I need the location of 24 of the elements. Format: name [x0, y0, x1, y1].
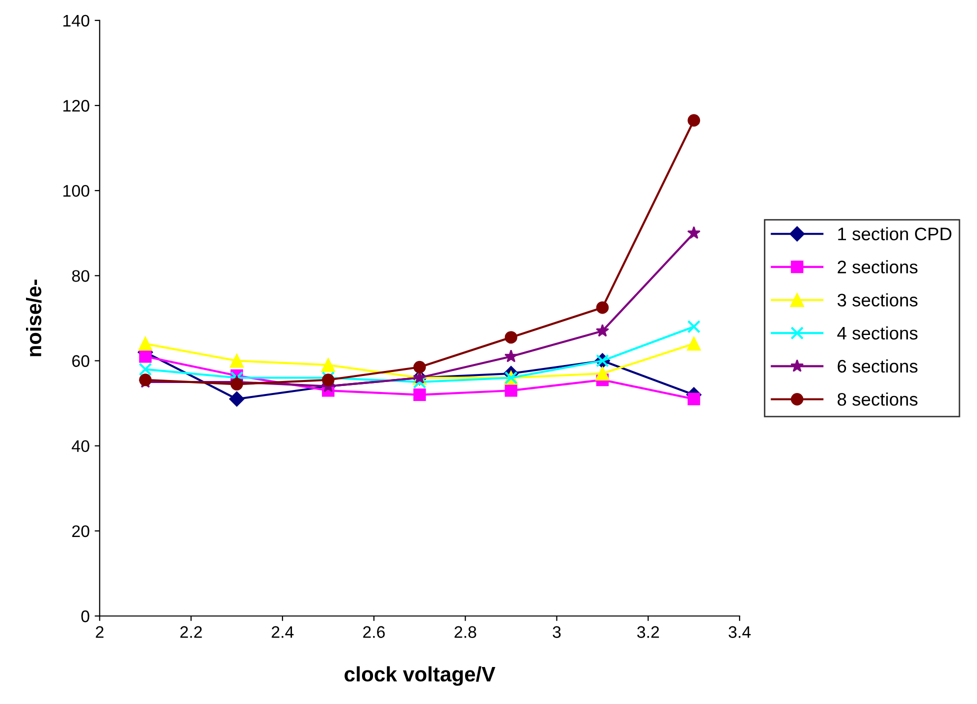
x-tick-label: 3.2	[637, 626, 659, 638]
y-tick-label: 60	[72, 355, 90, 367]
legend-label: 6 sections	[838, 359, 918, 373]
y-axis-title: noise/e-	[26, 280, 42, 356]
legend-label: 8 sections	[838, 392, 918, 406]
x-tick-label: 3.4	[728, 626, 751, 638]
legend-label: 3 sections	[838, 293, 918, 307]
y-tick-label: 40	[72, 440, 90, 452]
x-tick-label: 3	[552, 626, 561, 638]
legend-label: 4 sections	[837, 326, 918, 340]
y-tick-label: 80	[72, 270, 90, 282]
x-tick-label: 2.8	[454, 626, 476, 638]
y-tick-label: 0	[81, 610, 90, 622]
x-tick-label: 2.4	[272, 626, 294, 638]
legend-label: 1 section CPD	[838, 227, 952, 240]
legend-label: 2 sections	[838, 260, 918, 274]
x-tick-label: 2.6	[363, 626, 385, 638]
x-tick-label: 2	[96, 626, 104, 638]
x-tick-label: 2.2	[180, 626, 202, 638]
y-tick-label: 140	[63, 14, 90, 27]
y-tick-label: 20	[72, 525, 90, 538]
y-tick-label: 120	[63, 100, 90, 112]
y-tick-label: 100	[63, 184, 90, 197]
x-axis-title: clock voltage/V	[344, 666, 496, 686]
